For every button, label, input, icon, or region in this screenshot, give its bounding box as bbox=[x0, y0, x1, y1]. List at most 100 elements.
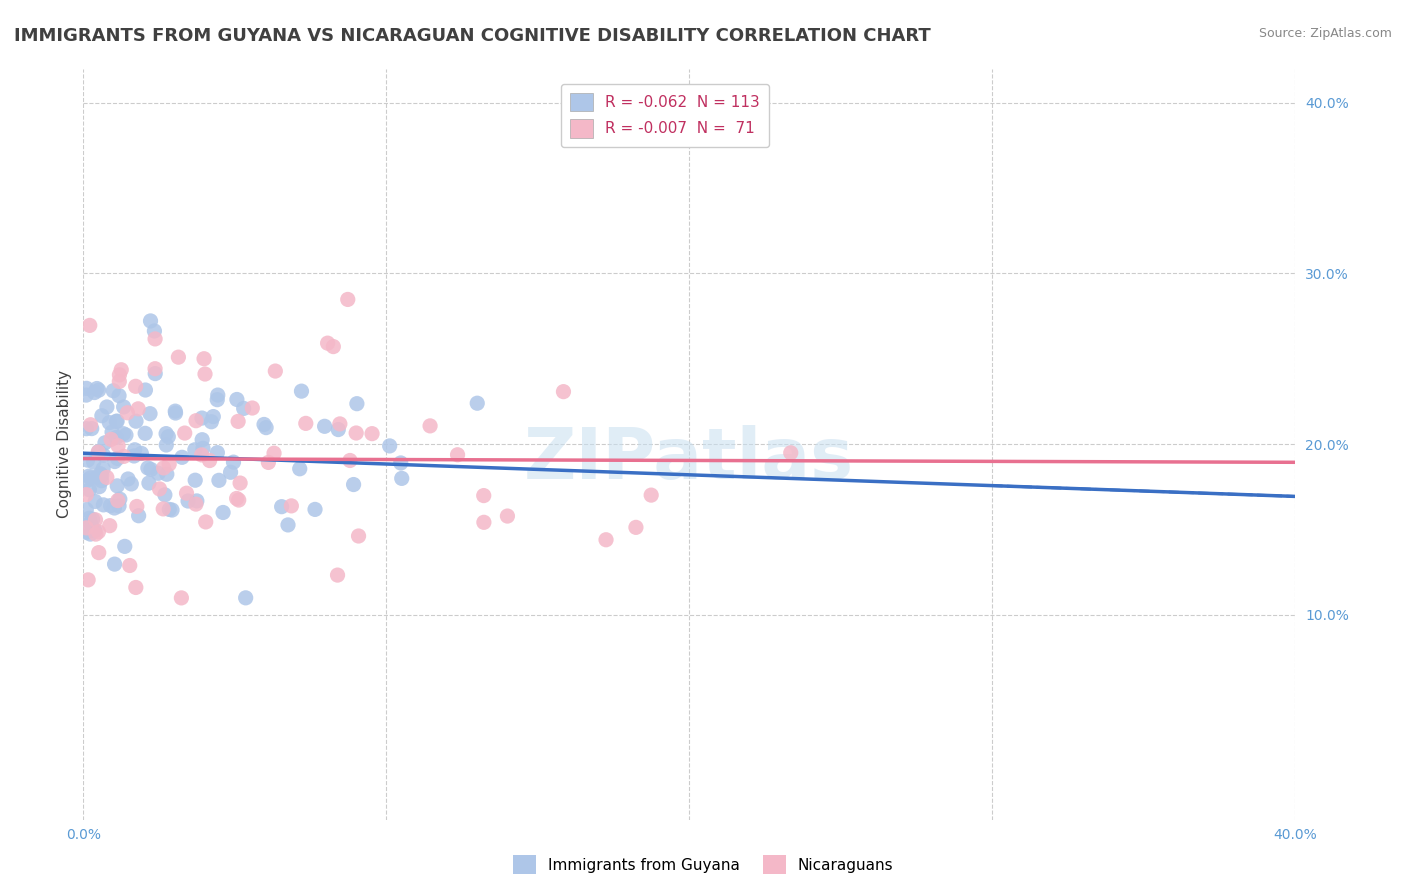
Point bbox=[139, 314, 162, 328]
Point bbox=[191, 442, 214, 456]
Point bbox=[98, 416, 121, 430]
Point bbox=[107, 439, 129, 453]
Point bbox=[391, 471, 413, 485]
Point bbox=[75, 488, 97, 502]
Point bbox=[226, 414, 249, 428]
Point bbox=[114, 540, 136, 554]
Point bbox=[207, 392, 229, 407]
Point bbox=[79, 516, 101, 530]
Text: 0.0%: 0.0% bbox=[66, 828, 101, 842]
Point bbox=[87, 383, 110, 397]
Point bbox=[89, 480, 111, 494]
Text: Source: ZipAtlas.com: Source: ZipAtlas.com bbox=[1258, 27, 1392, 40]
Point bbox=[136, 461, 159, 475]
Point bbox=[77, 469, 100, 483]
Point bbox=[76, 453, 98, 467]
Point bbox=[84, 513, 107, 527]
Point bbox=[228, 493, 250, 508]
Point bbox=[165, 406, 187, 420]
Point bbox=[253, 417, 276, 432]
Text: IMMIGRANTS FROM GUYANA VS NICARAGUAN COGNITIVE DISABILITY CORRELATION CHART: IMMIGRANTS FROM GUYANA VS NICARAGUAN COG… bbox=[14, 27, 931, 45]
Point bbox=[94, 435, 117, 450]
Point bbox=[553, 384, 575, 399]
Point bbox=[202, 409, 225, 424]
Point bbox=[157, 430, 180, 444]
Point bbox=[328, 423, 350, 437]
Y-axis label: Cognitive Disability: Cognitive Disability bbox=[58, 370, 72, 518]
Point bbox=[108, 492, 131, 507]
Point bbox=[240, 401, 263, 415]
Point bbox=[105, 430, 128, 444]
Point bbox=[108, 499, 131, 513]
Point bbox=[191, 411, 214, 425]
Point bbox=[194, 367, 217, 381]
Point bbox=[361, 426, 384, 441]
Point bbox=[339, 453, 361, 467]
Point bbox=[122, 449, 145, 463]
Point bbox=[87, 444, 110, 458]
Point bbox=[131, 446, 153, 460]
Point bbox=[288, 462, 311, 476]
Point bbox=[112, 450, 135, 464]
Point bbox=[472, 516, 495, 530]
Point bbox=[156, 467, 179, 482]
Point bbox=[134, 383, 156, 397]
Point bbox=[472, 489, 495, 503]
Point bbox=[90, 474, 112, 488]
Point bbox=[124, 442, 146, 457]
Point bbox=[120, 477, 142, 491]
Point bbox=[127, 401, 149, 416]
Point bbox=[184, 497, 207, 511]
Point bbox=[124, 379, 146, 393]
Point bbox=[107, 451, 129, 466]
Point bbox=[314, 419, 336, 434]
Point bbox=[170, 591, 193, 605]
Point bbox=[148, 482, 170, 496]
Point bbox=[208, 473, 231, 487]
Point bbox=[96, 470, 118, 484]
Point bbox=[84, 494, 107, 508]
Point bbox=[91, 461, 114, 475]
Point bbox=[79, 527, 101, 541]
Point bbox=[157, 457, 180, 471]
Point bbox=[152, 461, 174, 475]
Point bbox=[76, 381, 98, 395]
Point bbox=[191, 433, 214, 447]
Point bbox=[82, 512, 104, 526]
Point bbox=[79, 483, 101, 497]
Point bbox=[83, 385, 105, 400]
Point bbox=[75, 502, 97, 516]
Point bbox=[77, 511, 100, 525]
Point bbox=[107, 493, 129, 508]
Point bbox=[108, 375, 131, 389]
Point bbox=[225, 392, 247, 407]
Point bbox=[184, 442, 207, 457]
Point bbox=[108, 368, 131, 382]
Point bbox=[105, 414, 128, 428]
Point bbox=[165, 404, 187, 418]
Point bbox=[346, 397, 368, 411]
Point bbox=[83, 524, 105, 538]
Point bbox=[138, 476, 160, 491]
Point bbox=[148, 467, 170, 481]
Legend: R = -0.062  N = 113, R = -0.007  N =  71: R = -0.062 N = 113, R = -0.007 N = 71 bbox=[561, 84, 769, 147]
Point bbox=[76, 473, 98, 487]
Point bbox=[219, 465, 242, 479]
Point bbox=[139, 407, 162, 421]
Point bbox=[100, 499, 122, 513]
Point bbox=[336, 293, 359, 307]
Point bbox=[75, 388, 97, 402]
Point bbox=[79, 471, 101, 485]
Point bbox=[103, 501, 125, 516]
Point bbox=[96, 400, 118, 414]
Point bbox=[207, 388, 229, 402]
Point bbox=[222, 455, 245, 469]
Point bbox=[125, 500, 148, 514]
Point bbox=[125, 414, 148, 428]
Point bbox=[153, 488, 176, 502]
Legend: Immigrants from Guyana, Nicaraguans: Immigrants from Guyana, Nicaraguans bbox=[506, 849, 900, 880]
Point bbox=[93, 448, 115, 462]
Point bbox=[90, 409, 112, 423]
Point bbox=[77, 573, 100, 587]
Point bbox=[212, 506, 235, 520]
